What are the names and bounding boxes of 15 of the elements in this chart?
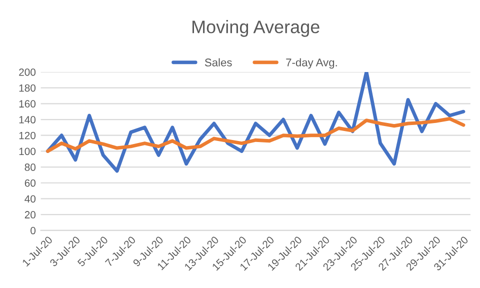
y-tick-label: 80 [24, 164, 36, 171]
y-tick-label: 0 [30, 226, 36, 234]
legend-label: 7-day Avg. [286, 58, 337, 69]
line-series [46, 116, 466, 153]
y-tick-label: 20 [24, 211, 36, 218]
y-tick-label: 160 [19, 100, 36, 108]
legend-label: Sales [204, 58, 232, 66]
y-tick-label: 100 [19, 148, 36, 156]
y-tick-label: 140 [19, 116, 36, 124]
y-tick-label: 60 [24, 179, 36, 187]
y-tick-label: 120 [19, 132, 36, 140]
y-tick-label: 200 [19, 68, 36, 76]
y-tick-label: 40 [24, 195, 36, 203]
chart-title: Moving Average [192, 20, 320, 37]
y-tick-label: 180 [19, 84, 36, 92]
